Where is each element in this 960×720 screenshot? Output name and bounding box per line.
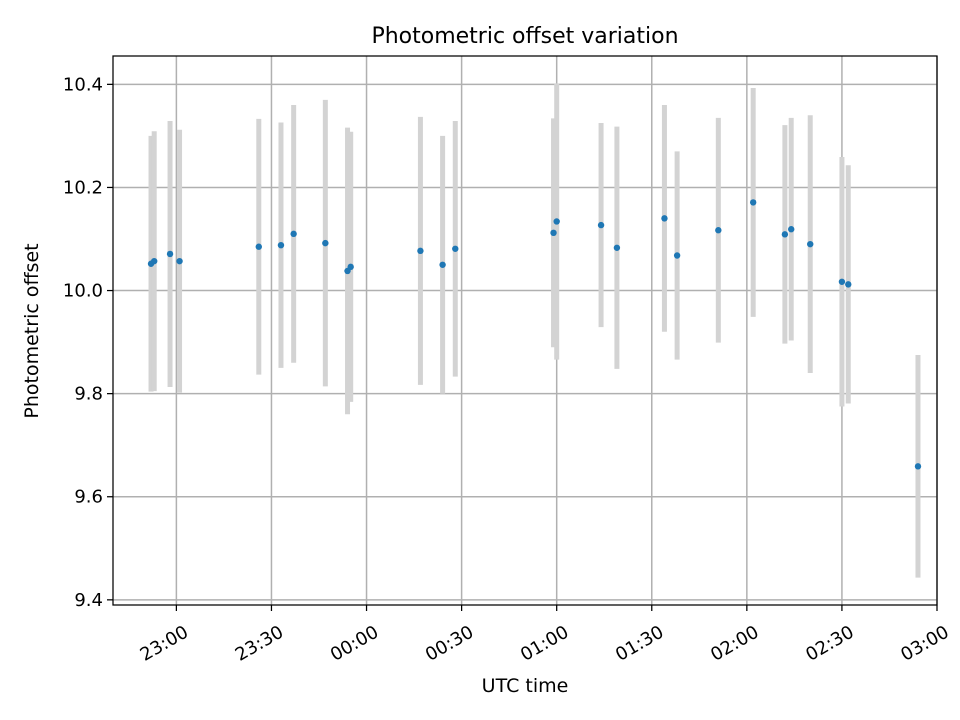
data-point — [788, 226, 795, 233]
data-point — [781, 231, 789, 238]
data-point — [845, 281, 852, 288]
data-point — [914, 463, 922, 470]
data-point — [452, 245, 459, 252]
data-point — [290, 230, 297, 238]
y-axis-ticks: 9.4 9.6 9.8 10.0 10.2 10.4 — [63, 74, 113, 611]
data-point — [550, 229, 557, 237]
data-point — [613, 244, 621, 251]
y-tick-label: 10.2 — [63, 177, 103, 198]
y-tick-label: 10.0 — [63, 281, 103, 302]
data-point — [347, 263, 354, 271]
data-point — [277, 241, 285, 249]
data-point — [166, 250, 174, 258]
data-point — [553, 218, 560, 225]
y-axis-label: Photometric offset — [21, 243, 43, 418]
data-point — [597, 221, 605, 229]
y-tick-label: 10.4 — [63, 74, 103, 95]
data-point — [322, 239, 329, 247]
data-point — [255, 243, 262, 250]
data-point — [151, 257, 158, 265]
x-axis-label: UTC time — [482, 675, 569, 697]
data-point — [749, 199, 757, 206]
data-point — [417, 247, 424, 255]
chart-title: Photometric offset variation — [371, 24, 678, 49]
data-point — [176, 257, 183, 265]
y-tick-label: 9.4 — [74, 590, 103, 611]
data-point — [807, 240, 814, 248]
data-point — [439, 261, 446, 268]
plot-frame — [112, 55, 938, 606]
data-point — [838, 278, 846, 285]
data-point — [673, 252, 681, 259]
data-points — [147, 199, 922, 470]
y-tick-label: 9.6 — [74, 487, 103, 508]
data-point — [715, 227, 722, 234]
data-point — [661, 215, 668, 222]
y-tick-label: 9.8 — [74, 384, 103, 405]
